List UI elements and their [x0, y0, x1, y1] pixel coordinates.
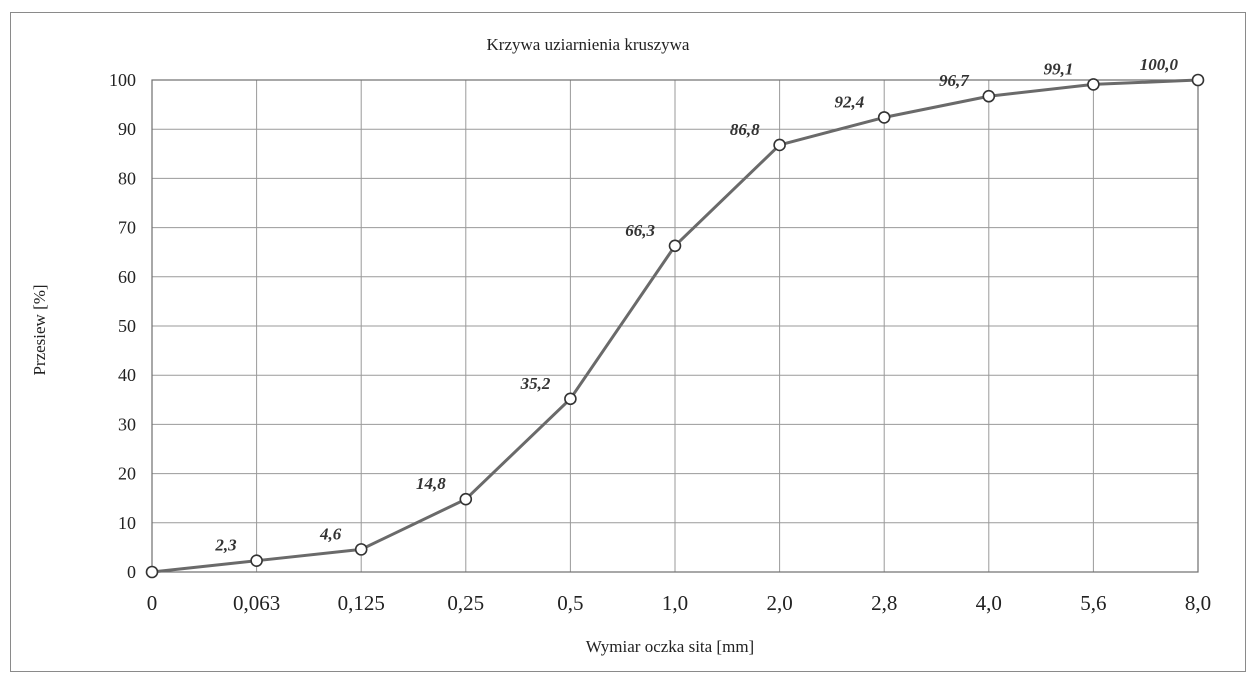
y-tick-label: 10	[118, 513, 136, 533]
data-label: 66,3	[625, 221, 655, 240]
data-point	[877, 111, 891, 124]
data-label: 2,3	[214, 536, 237, 555]
chart-title: Krzywa uziarnienia kruszywa	[487, 35, 690, 54]
x-tick-label: 8,0	[1185, 591, 1211, 615]
data-label: 86,8	[730, 120, 760, 139]
x-tick-label: 0,5	[557, 591, 583, 615]
data-point	[354, 543, 368, 556]
y-tick-label: 100	[109, 70, 136, 90]
data-label: 100,0	[1140, 55, 1179, 74]
data-point	[564, 392, 577, 406]
data-label: 4,6	[319, 524, 342, 543]
x-tick-label: 0,125	[338, 591, 385, 615]
data-point	[145, 565, 159, 579]
x-axis-label: Wymiar oczka sita [mm]	[586, 637, 754, 656]
y-axis-ticks: 0 10 20 30 40 50 60 70 80 90 100	[109, 70, 136, 582]
x-tick-label: 4,0	[976, 591, 1002, 615]
series-layer	[145, 73, 1205, 579]
data-label: 96,7	[939, 71, 970, 90]
x-axis-ticks: 0 0,063 0,125 0,25 0,5 1,0 2,0 2,8 4,0 5,6 8,0	[147, 591, 1211, 615]
y-tick-label: 0	[127, 562, 136, 582]
x-tick-label: 0	[147, 591, 158, 615]
x-tick-label: 0,25	[447, 591, 484, 615]
x-tick-label: 5,6	[1080, 591, 1106, 615]
x-tick-label: 1,0	[662, 591, 688, 615]
y-tick-label: 70	[118, 218, 136, 238]
y-tick-label: 90	[118, 119, 136, 139]
data-point	[250, 554, 263, 567]
data-label: 99,1	[1044, 59, 1074, 78]
chart-frame	[10, 12, 1246, 672]
data-point	[773, 138, 786, 152]
y-tick-label: 60	[118, 267, 136, 287]
y-tick-label: 40	[118, 365, 136, 385]
plot-area	[151, 79, 1199, 573]
data-label: 92,4	[834, 92, 864, 111]
data-point	[1087, 78, 1100, 91]
x-tick-label: 2,8	[871, 591, 897, 615]
x-tick-label: 2,0	[766, 591, 792, 615]
grid-layer	[151, 79, 1199, 573]
y-tick-label: 80	[118, 168, 136, 188]
y-tick-label: 20	[118, 464, 136, 484]
data-label: 14,8	[416, 474, 446, 493]
y-tick-label: 30	[118, 414, 136, 434]
data-labels: 2,3 4,6 14,8 35,2 66,3 86,8 92,4 96,7 99,1 100,0	[214, 55, 1178, 555]
data-label: 35,2	[520, 374, 551, 393]
data-point	[668, 239, 682, 253]
y-tick-label: 50	[118, 316, 136, 336]
y-axis-label: Przesiew [%]	[30, 284, 49, 375]
data-point	[982, 89, 996, 103]
data-point	[1191, 73, 1205, 87]
data-point	[459, 492, 473, 506]
x-tick-label: 0,063	[233, 591, 280, 615]
